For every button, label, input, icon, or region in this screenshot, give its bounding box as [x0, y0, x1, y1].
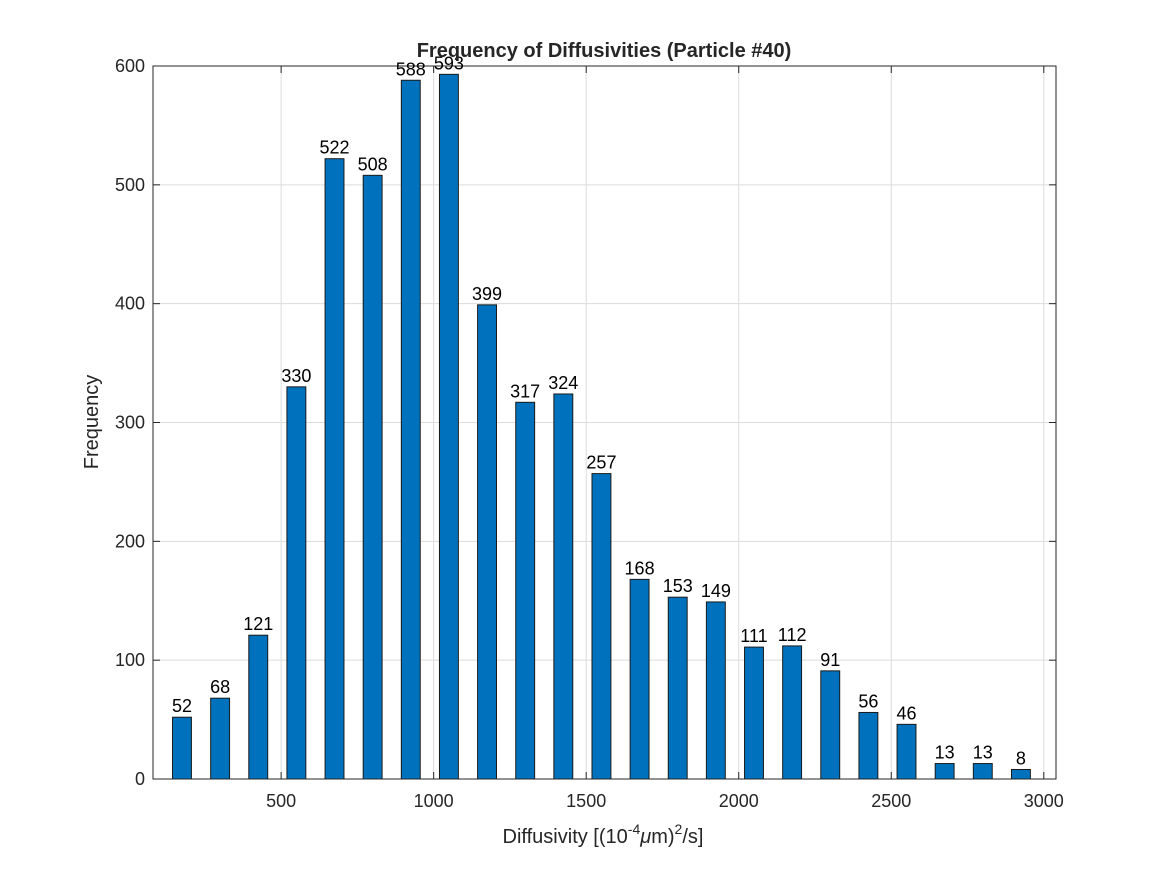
- x-axis-label-mid: m): [651, 826, 674, 848]
- x-tick-label: 1500: [566, 791, 606, 811]
- bar: [362, 174, 383, 780]
- bar-value-label: 68: [210, 677, 230, 697]
- x-axis-label-exponent-2: 2: [675, 821, 683, 837]
- x-axis-label-prefix: Diffusivity [(10: [503, 826, 628, 848]
- y-tick-label: 200: [115, 531, 145, 551]
- bar-value-label: 324: [548, 373, 578, 393]
- bar-value-label: 168: [625, 558, 655, 578]
- y-tick-label: 500: [115, 175, 145, 195]
- bars: [172, 73, 1031, 780]
- bar-value-label: 508: [358, 154, 388, 174]
- bar: [667, 596, 688, 780]
- bar: [1010, 768, 1031, 780]
- bar: [477, 304, 497, 780]
- bar-value-label: 13: [973, 743, 993, 763]
- bar: [972, 763, 993, 780]
- bar-value-label: 588: [396, 59, 426, 79]
- bar-value-label: 153: [663, 576, 693, 596]
- bar: [782, 645, 803, 780]
- bar-value-label: 330: [281, 366, 311, 386]
- plot-frame: [152, 65, 1057, 780]
- x-tick-label: 500: [266, 791, 296, 811]
- y-axis-label: Frequency: [81, 375, 103, 470]
- x-tick-label: 3000: [1024, 791, 1064, 811]
- bar-value-label: 399: [472, 284, 502, 304]
- bar: [744, 646, 764, 780]
- x-tick-label: 2500: [871, 791, 911, 811]
- y-tick-label: 600: [115, 56, 145, 76]
- x-axis-label-mu: μ: [639, 826, 651, 848]
- bar-value-label: 46: [897, 703, 917, 723]
- x-tick-label: 2000: [719, 791, 759, 811]
- y-tick-label: 400: [115, 294, 145, 314]
- bar-value-label: 91: [820, 650, 840, 670]
- bar: [553, 393, 574, 780]
- bar-value-label: 121: [243, 614, 273, 634]
- bar-value-label: 593: [434, 53, 464, 73]
- bar-value-label: 13: [935, 743, 955, 763]
- bar: [248, 634, 269, 780]
- bar: [286, 386, 307, 780]
- bar-value-label: 56: [858, 691, 878, 711]
- bar-value-label: 111: [740, 626, 767, 646]
- bar: [400, 79, 421, 780]
- bar: [210, 697, 231, 780]
- bar-value-label: 317: [510, 381, 540, 401]
- bar: [172, 716, 192, 780]
- chart-title: Frequency of Diffusivities (Particle #40…: [417, 40, 792, 62]
- x-axis-label-suffix: /s]: [682, 826, 703, 848]
- bar: [324, 158, 345, 780]
- bar-value-label: 8: [1016, 748, 1026, 768]
- y-tick-label: 0: [135, 769, 145, 789]
- y-tick-label: 100: [115, 650, 145, 670]
- axis-ticks: 500 1000 1500 2000 2500 3000 0 100 200 300 400 500 6…: [115, 56, 1064, 811]
- y-tick-label: 300: [115, 413, 145, 433]
- bar: [705, 601, 726, 780]
- bar-value-label: 112: [778, 625, 807, 645]
- bar: [438, 73, 459, 780]
- bar-value-label: 149: [701, 581, 731, 601]
- bar: [515, 401, 536, 780]
- bar-value-labels: 52 68 121 330 522 508 588 593 399 317 324 257 168 153…: [172, 53, 1026, 768]
- bar: [858, 711, 879, 780]
- bar-value-label: 257: [586, 453, 616, 473]
- bar: [934, 763, 955, 780]
- bar-value-label: 522: [319, 138, 349, 158]
- bar: [820, 670, 841, 780]
- x-axis-label: Diffusivity [(10-4μm)2/s]: [503, 821, 704, 848]
- bar-value-label: 52: [172, 696, 192, 716]
- bar: [591, 473, 612, 780]
- bar: [896, 723, 917, 780]
- x-axis-label-exponent-1: -4: [628, 821, 641, 837]
- bar: [629, 578, 650, 780]
- x-tick-label: 1000: [414, 791, 454, 811]
